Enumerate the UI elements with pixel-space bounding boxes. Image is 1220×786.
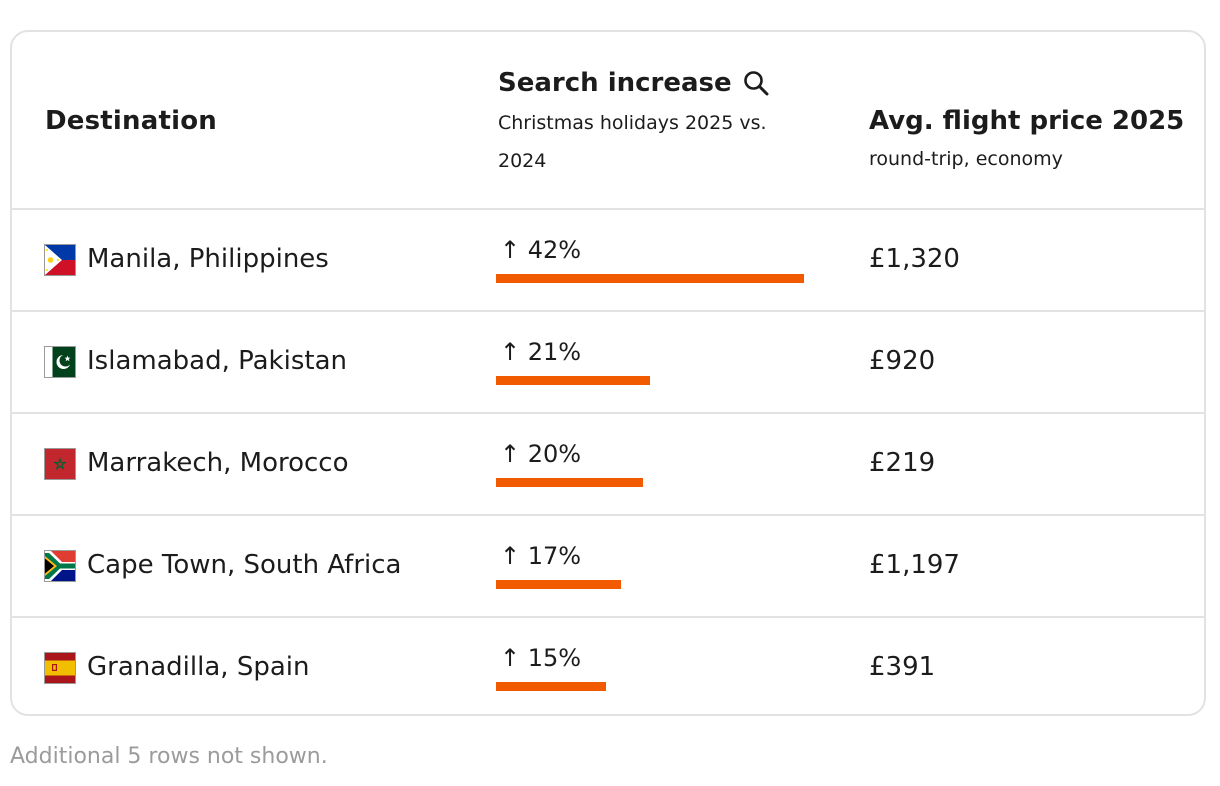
south-africa-flag-icon xyxy=(44,550,76,582)
morocco-flag-icon xyxy=(44,448,76,480)
search-increase-value: ↑ 42% xyxy=(500,236,582,264)
spain-flag-icon xyxy=(44,652,76,684)
search-increase-value: ↑ 20% xyxy=(500,440,582,468)
destination-name: Cape Town, South Africa xyxy=(87,550,402,580)
avg-price-subtitle: round-trip, economy xyxy=(869,148,1063,170)
search-increase-value: ↑ 21% xyxy=(500,338,582,366)
avg-price-value: £920 xyxy=(869,346,936,376)
search-icon xyxy=(743,71,769,96)
philippines-flag-icon xyxy=(44,244,76,276)
avg-price-value: £219 xyxy=(869,448,936,478)
search-increase-bar xyxy=(496,274,804,283)
search-increase-value: ↑ 17% xyxy=(500,542,582,570)
search-increase-bar xyxy=(496,682,606,691)
table-row: Cape Town, South Africa ↑ 17% £1,197 xyxy=(12,516,1204,618)
destination-column-header: Destination xyxy=(45,106,217,136)
search-increase-header: Search increase xyxy=(498,68,770,98)
destination-name: Granadilla, Spain xyxy=(87,652,310,682)
pakistan-flag-icon xyxy=(44,346,76,378)
destination-name: Islamabad, Pakistan xyxy=(87,346,347,376)
search-increase-bar xyxy=(496,478,643,487)
table-row: Manila, Philippines ↑ 42% £1,320 xyxy=(12,210,1204,312)
search-increase-bar xyxy=(496,376,650,385)
table-row: Islamabad, Pakistan ↑ 21% £920 xyxy=(12,312,1204,414)
destination-name: Marrakech, Morocco xyxy=(87,448,349,478)
destination-name: Manila, Philippines xyxy=(87,244,329,274)
footnote: Additional 5 rows not shown. xyxy=(10,744,328,769)
avg-price-value: £391 xyxy=(869,652,936,682)
table-row: Granadilla, Spain ↑ 15% £391 xyxy=(12,618,1204,714)
search-increase-bar xyxy=(496,580,621,589)
avg-price-value: £1,197 xyxy=(869,550,960,580)
avg-price-header: Avg. flight price 2025 xyxy=(869,106,1185,136)
avg-price-value: £1,320 xyxy=(869,244,960,274)
table-row: Marrakech, Morocco ↑ 20% £219 xyxy=(12,414,1204,516)
search-increase-subtitle: Christmas holidays 2025 vs. 2024 xyxy=(498,112,767,172)
search-increase-header-label: Search increase xyxy=(498,68,732,98)
table-header: Destination Search increase Christmas ho… xyxy=(12,32,1204,210)
destinations-table: Destination Search increase Christmas ho… xyxy=(10,30,1206,716)
search-increase-value: ↑ 15% xyxy=(500,644,582,672)
